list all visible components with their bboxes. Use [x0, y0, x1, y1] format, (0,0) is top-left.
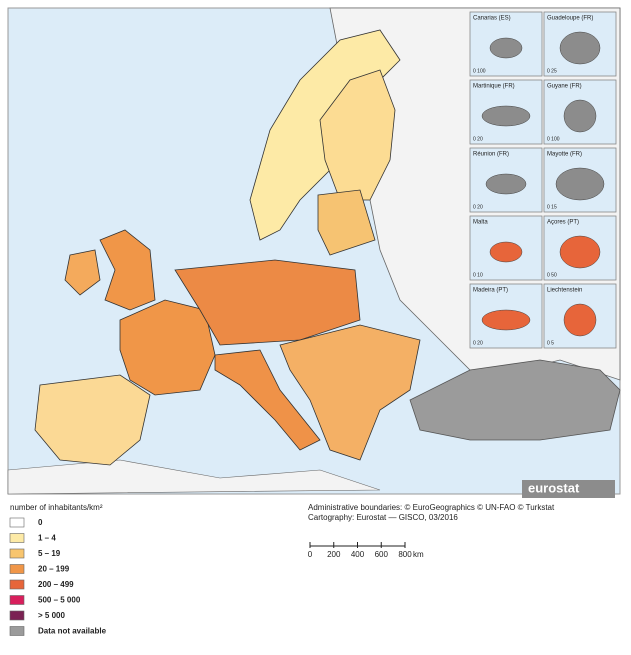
inset-scale: 0 100 [547, 136, 560, 142]
insets: Canarias (ES) 0 100 Guadeloupe (FR) 0 25 Mar… [469, 11, 617, 349]
inset-land [485, 173, 527, 195]
inset: Malta 0 10 [469, 215, 543, 281]
inset-label: Mayotte (FR) [547, 152, 582, 158]
logo-background [522, 480, 615, 498]
inset-label: Açores (PT) [547, 220, 579, 226]
legend-swatch [9, 595, 25, 605]
legend-label: 20 – 199 [38, 565, 70, 574]
inset-scale: 0 20 [473, 340, 483, 346]
italy [214, 349, 321, 451]
inset-label: Réunion (FR) [473, 152, 509, 158]
inset-label: Martinique (FR) [473, 84, 515, 90]
legend-label: Data not available [38, 627, 107, 636]
scale-label: 800 [398, 550, 412, 559]
finland [319, 69, 396, 201]
inset-label: Malta [473, 220, 488, 226]
legend-swatch [9, 610, 25, 621]
france [119, 299, 216, 396]
logo-box: eurostat [522, 480, 615, 498]
inset: Liechtenstein 0 5 [543, 283, 617, 349]
logo: eurostat [528, 480, 580, 495]
legend-label: 5 – 19 [38, 549, 61, 558]
legend-swatch [9, 626, 25, 636]
legend-swatch [9, 564, 25, 574]
central-europe [174, 259, 361, 346]
inset-scale: 0 20 [473, 204, 483, 210]
legend-label: 1 – 4 [38, 534, 56, 543]
inset: Martinique (FR) 0 20 [469, 79, 543, 145]
scale-label: 200 [327, 550, 341, 559]
inset: Guadeloupe (FR) 0 25 [543, 11, 617, 77]
inset-label: Guyane (FR) [547, 84, 582, 90]
inset-scale: 0 15 [547, 204, 557, 210]
scale-label: 0 [308, 550, 313, 559]
baltics [317, 189, 376, 256]
inset-land [563, 303, 597, 337]
inset: Açores (PT) 0 50 [543, 215, 617, 281]
inset-land [481, 309, 531, 331]
inset-label: Liechtenstein [547, 288, 582, 294]
iberia [34, 374, 151, 466]
ireland [64, 249, 101, 296]
inset-scale: 0 25 [547, 68, 557, 74]
inset: Réunion (FR) 0 20 [469, 147, 543, 213]
scale-label: 400 [351, 550, 365, 559]
inset-scale: 0 5 [547, 340, 554, 346]
inset-land [481, 105, 531, 127]
legend-label: > 5 000 [38, 611, 65, 620]
inset-land [563, 99, 597, 133]
turkey [409, 359, 621, 441]
scale-unit: km [413, 550, 424, 559]
inset-scale: 0 100 [473, 68, 486, 74]
inset: Madeira (PT) 0 20 [469, 283, 543, 349]
inset-land [489, 241, 523, 263]
credit-line: Administrative boundaries: © EuroGeograp… [308, 503, 555, 512]
legend-swatch [9, 533, 25, 543]
legend-title: number of inhabitants/km² [10, 503, 103, 512]
inset: Canarias (ES) 0 100 [469, 11, 543, 77]
legend-swatch [9, 579, 25, 590]
inset-scale: 0 10 [473, 272, 483, 278]
inset-land [559, 31, 601, 65]
great-britain [99, 229, 156, 311]
legend-swatch [9, 517, 25, 528]
legend-label: 500 – 5 000 [38, 596, 81, 605]
north-africa [7, 459, 381, 495]
credit-line: Cartography: Eurostat — GISCO, 03/2016 [308, 513, 458, 522]
legend: number of inhabitants/km² 0 1 – 4 5 – 19 20… [9, 503, 107, 636]
inset-land [555, 167, 605, 201]
scale-bar: 0 200 400 600 800 km [308, 542, 424, 559]
legend-label: 200 – 499 [38, 580, 74, 589]
balkans [279, 324, 421, 461]
inset-label: Madeira (PT) [473, 288, 508, 294]
inset-land [559, 235, 601, 269]
legend-swatch [9, 548, 25, 559]
inset-land [489, 37, 523, 59]
scale-label: 600 [375, 550, 389, 559]
inset-label: Guadeloupe (FR) [547, 16, 593, 22]
inset: Guyane (FR) 0 100 [543, 79, 617, 145]
inset-scale: 0 20 [473, 136, 483, 142]
inset: Mayotte (FR) 0 15 [543, 147, 617, 213]
inset-scale: 0 50 [547, 272, 557, 278]
inset-label: Canarias (ES) [473, 16, 511, 22]
legend-label: 0 [38, 518, 43, 527]
